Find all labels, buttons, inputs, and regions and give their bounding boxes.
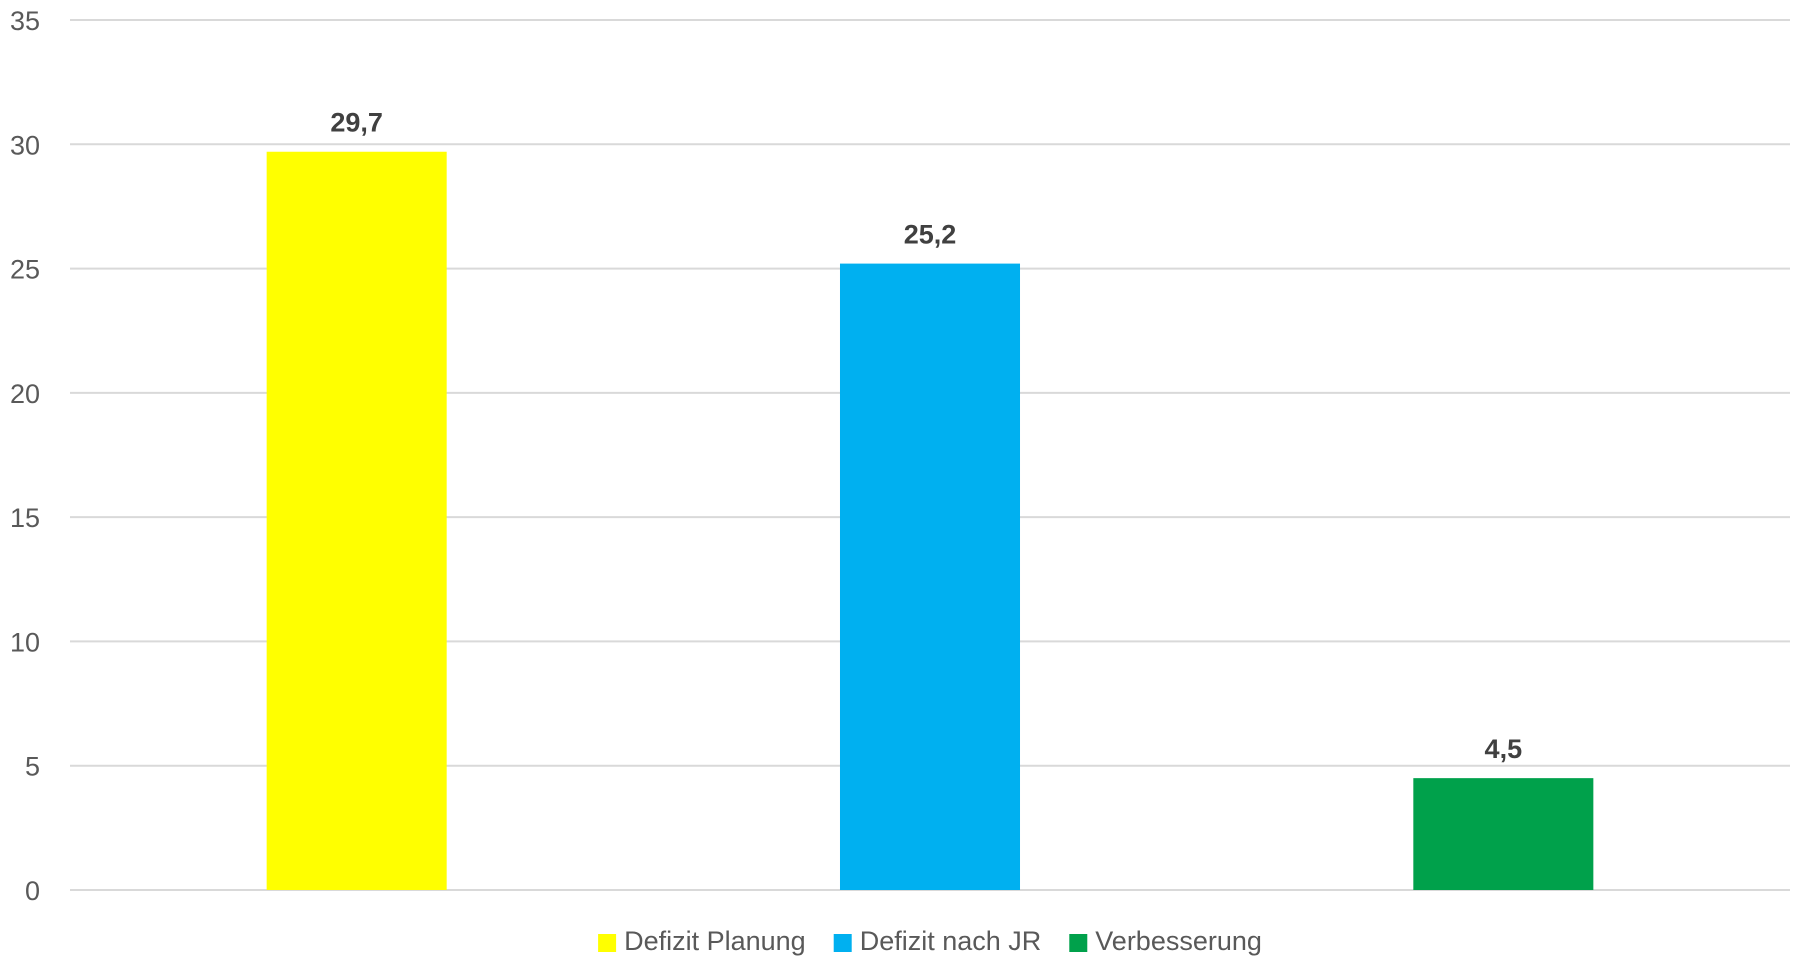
bar-3 bbox=[1413, 778, 1594, 890]
y-tick-label: 35 bbox=[10, 6, 40, 36]
y-tick-label: 30 bbox=[10, 130, 40, 160]
y-tick-label: 20 bbox=[10, 379, 40, 409]
y-tick-label: 0 bbox=[25, 876, 40, 906]
y-tick-label: 25 bbox=[10, 255, 40, 285]
legend-swatch-2 bbox=[833, 934, 852, 952]
legend-label: Defizit Planung bbox=[624, 926, 806, 956]
y-tick-label: 15 bbox=[10, 503, 40, 533]
data-label: 29,7 bbox=[330, 108, 383, 138]
bar-2 bbox=[839, 263, 1021, 891]
data-label: 4,5 bbox=[1485, 734, 1523, 764]
bar-1 bbox=[266, 151, 447, 890]
legend-swatch-3 bbox=[1069, 934, 1088, 952]
bars bbox=[266, 151, 1594, 891]
y-tick-label: 10 bbox=[10, 627, 40, 657]
legend: Defizit Planung Defizit nach JR Verbesseru… bbox=[598, 926, 1262, 956]
legend-label: Defizit nach JR bbox=[860, 926, 1042, 956]
legend-swatch-1 bbox=[598, 934, 617, 952]
legend-label: Verbesserung bbox=[1095, 926, 1262, 956]
data-labels: 29,7 25,2 4,5 bbox=[330, 108, 1522, 764]
y-tick-label: 5 bbox=[25, 752, 40, 782]
data-label: 25,2 bbox=[904, 220, 957, 250]
y-axis: 0 5 10 15 20 25 30 35 bbox=[10, 6, 40, 906]
